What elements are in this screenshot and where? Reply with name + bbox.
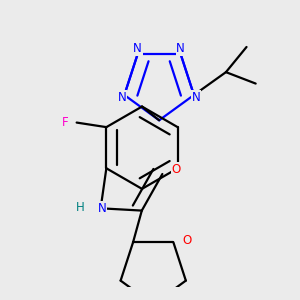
Text: H: H — [76, 201, 85, 214]
Text: N: N — [192, 91, 201, 104]
Text: O: O — [172, 163, 181, 176]
Text: N: N — [133, 42, 142, 55]
Text: N: N — [176, 42, 185, 55]
Text: N: N — [118, 91, 126, 104]
Text: F: F — [62, 116, 68, 129]
Text: O: O — [182, 233, 192, 247]
Text: N: N — [98, 202, 106, 215]
